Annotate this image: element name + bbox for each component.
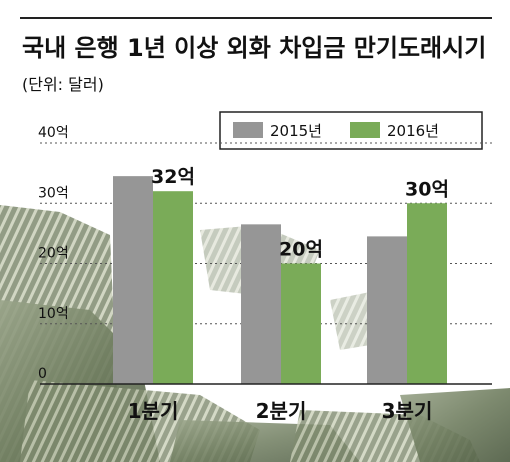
data-label: 32억 bbox=[151, 166, 195, 188]
x-axis-categories: 1분기 2분기 3분기 bbox=[128, 399, 433, 423]
y-tick-label: 30억 bbox=[38, 185, 69, 201]
x-category-label: 3분기 bbox=[382, 399, 433, 423]
legend-label-2016: 2016년 bbox=[387, 122, 439, 140]
bar-2015년-3분기 bbox=[367, 236, 407, 384]
bar-2015년-1분기 bbox=[113, 176, 153, 384]
data-label: 20억 bbox=[279, 239, 323, 261]
data-label: 30억 bbox=[405, 178, 449, 200]
bar-2016년-3분기 bbox=[407, 203, 447, 384]
y-tick-label: 20억 bbox=[38, 246, 69, 262]
x-category-label: 2분기 bbox=[256, 399, 307, 423]
bar-2015년-2분기 bbox=[241, 224, 281, 384]
data-labels: 32억 20억 30억 bbox=[151, 166, 449, 260]
bars bbox=[113, 176, 447, 384]
bar-2016년-2분기 bbox=[281, 263, 321, 384]
chart-subtitle: (단위: 달러) bbox=[22, 75, 104, 94]
y-tick-label: 10억 bbox=[38, 306, 69, 322]
y-axis-ticks: 0 10억 20억 30억 40억 bbox=[38, 125, 69, 382]
legend-label-2015: 2015년 bbox=[270, 122, 322, 140]
y-tick-label: 40억 bbox=[38, 125, 69, 141]
bar-2016년-1분기 bbox=[153, 191, 193, 384]
x-category-label: 1분기 bbox=[128, 399, 179, 423]
chart-title: 국내 은행 1년 이상 외화 차입금 만기도래시기 bbox=[22, 34, 486, 62]
legend-swatch-2016 bbox=[350, 122, 380, 138]
y-tick-label: 0 bbox=[38, 366, 47, 382]
legend-swatch-2015 bbox=[233, 122, 263, 138]
